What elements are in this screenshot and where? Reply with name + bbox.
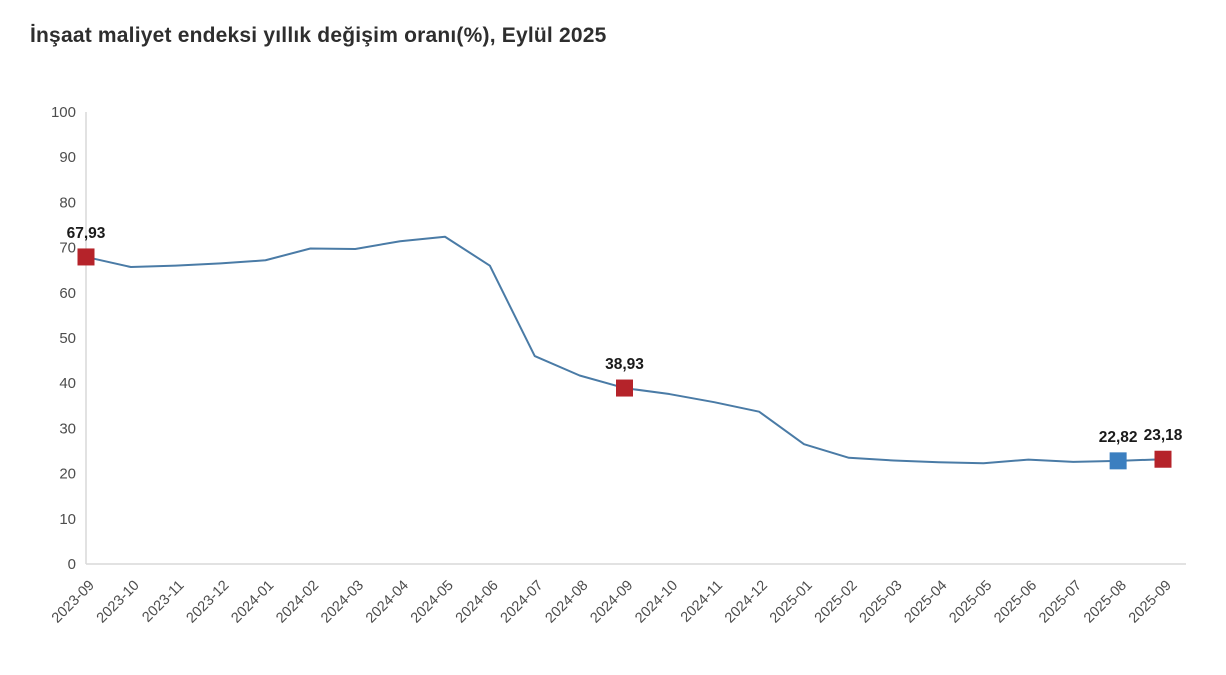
y-tick-label: 90 xyxy=(59,149,76,166)
x-axis-label: 2023-12 xyxy=(184,578,233,627)
data-point-marker xyxy=(1154,450,1172,468)
x-axis-label: 2024-06 xyxy=(453,578,502,627)
x-axis-label: 2024-07 xyxy=(498,578,547,627)
data-point-label: 22,82 xyxy=(1099,429,1138,446)
data-point-label: 67,93 xyxy=(67,225,106,242)
x-axis-label: 2023-10 xyxy=(94,578,143,627)
series-line xyxy=(85,235,1164,465)
data-point-marker xyxy=(77,248,95,266)
x-axis-label: 2024-12 xyxy=(722,578,771,627)
x-axis-label: 2024-05 xyxy=(408,578,457,627)
y-tick-label: 100 xyxy=(51,104,76,121)
x-axis-label: 2024-01 xyxy=(228,578,277,627)
y-tick-label: 20 xyxy=(59,466,76,483)
x-axis-label: 2025-01 xyxy=(767,578,816,627)
data-point-label: 23,18 xyxy=(1144,427,1183,444)
x-axis-label: 2024-11 xyxy=(678,578,726,626)
x-axis-label: 2023-09 xyxy=(49,578,98,627)
x-axis-label: 2023-11 xyxy=(139,578,187,626)
data-point-marker xyxy=(616,379,633,397)
x-axis-label: 2025-07 xyxy=(1036,578,1085,627)
x-axis-label: 2025-08 xyxy=(1081,578,1130,627)
y-tick-label: 70 xyxy=(59,240,76,257)
y-tick-label: 50 xyxy=(59,330,76,347)
chart-title: İnşaat maliyet endeksi yıllık değişim or… xyxy=(30,24,607,47)
x-axis-label: 2025-05 xyxy=(946,578,995,627)
data-point-label: 38,93 xyxy=(605,356,644,373)
data-point-marker xyxy=(1109,452,1127,470)
x-axis-label: 2024-03 xyxy=(318,578,367,627)
x-axis-label: 2024-08 xyxy=(543,578,592,627)
y-tick-label: 10 xyxy=(59,511,76,528)
x-axis-label: 2025-06 xyxy=(991,578,1040,627)
x-axis-label: 2024-09 xyxy=(587,578,636,627)
x-axis-label: 2025-02 xyxy=(812,578,861,627)
x-axis-label: 2025-03 xyxy=(857,578,906,627)
x-axis-label: 2024-02 xyxy=(273,578,322,627)
y-tick-label: 80 xyxy=(59,194,76,211)
y-tick-label: 30 xyxy=(59,420,76,437)
x-axis-label: 2025-09 xyxy=(1126,578,1175,627)
y-tick-label: 60 xyxy=(59,285,76,302)
x-axis-label: 2024-04 xyxy=(363,578,412,627)
y-tick-label: 40 xyxy=(59,375,76,392)
y-tick-label: 0 xyxy=(68,556,76,573)
x-axis-label: 2025-04 xyxy=(902,578,951,627)
x-axis-label: 2024-10 xyxy=(632,578,681,627)
